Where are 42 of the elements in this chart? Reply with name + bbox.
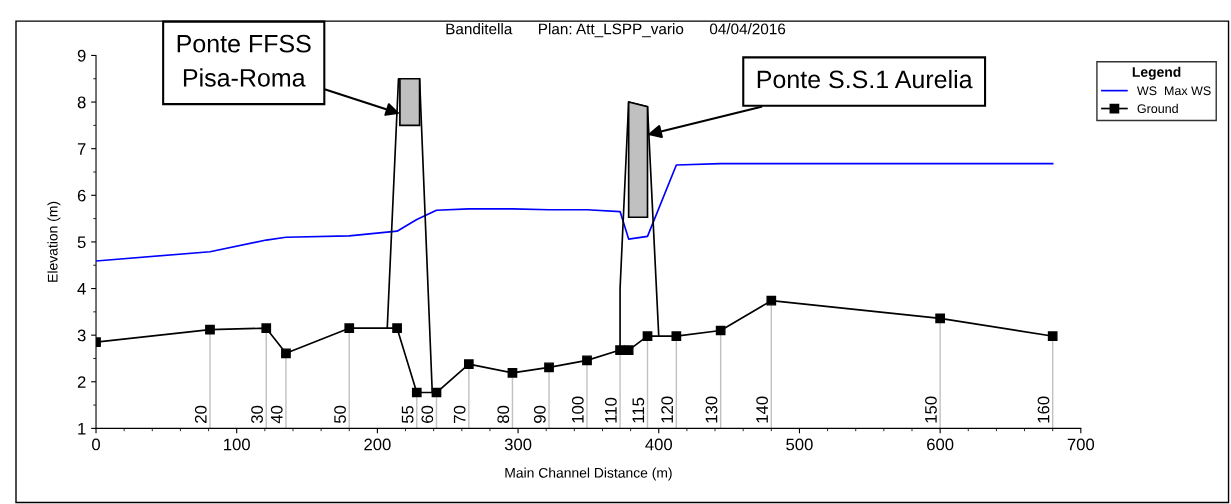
y-tick-label: 8 bbox=[77, 96, 86, 109]
annotation: 20 bbox=[194, 405, 207, 423]
annotation: 140 bbox=[756, 396, 769, 423]
legend-label: WS Max WS bbox=[1136, 86, 1211, 96]
annotation: 120 bbox=[661, 396, 674, 423]
annotation: 110 bbox=[604, 397, 617, 423]
y-tick-label: 1 bbox=[78, 422, 86, 435]
legend-title: Legend bbox=[1132, 66, 1181, 80]
x-tick-label: 200 bbox=[364, 438, 391, 451]
x-tick-label: 500 bbox=[786, 438, 813, 451]
chart-title: Banditella Plan: Att_LSPP_vario 04/04/2016 bbox=[446, 23, 786, 38]
y-tick-label: 7 bbox=[77, 143, 86, 155]
y-tick-label: 9 bbox=[77, 49, 86, 62]
y-tick-label: 6 bbox=[77, 189, 86, 202]
x-tick-label: 700 bbox=[1067, 438, 1095, 451]
annotation: 60 bbox=[421, 405, 434, 423]
annotation: 80 bbox=[497, 405, 510, 424]
annotation: 30 bbox=[251, 405, 263, 424]
x-tick-label: 400 bbox=[645, 438, 673, 451]
y-axis-title: Elevation (m) bbox=[47, 201, 61, 282]
annotation: 55 bbox=[401, 405, 414, 424]
annotation: 130 bbox=[705, 396, 718, 423]
x-tick-label: 100 bbox=[224, 438, 250, 451]
annotation: Ponte FFSS Pisa-Roma bbox=[177, 34, 311, 87]
x-tick-label: 0 bbox=[92, 438, 100, 451]
y-tick-label: 5 bbox=[77, 236, 86, 249]
annotation: 115 bbox=[632, 397, 645, 423]
annotation: 90 bbox=[533, 405, 546, 423]
x-tick-label: 600 bbox=[927, 438, 954, 451]
annotation: 150 bbox=[925, 396, 937, 423]
annotation: 160 bbox=[1037, 396, 1050, 423]
annotation: Ponte S.S.1 Aurelia bbox=[757, 69, 973, 89]
annotation: 70 bbox=[453, 405, 466, 423]
y-tick-label: 2 bbox=[77, 376, 86, 388]
x-axis-title: Main Channel Distance (m) bbox=[505, 467, 672, 481]
y-tick-label: 3 bbox=[77, 329, 86, 342]
annotation: 40 bbox=[270, 405, 283, 424]
x-tick-label: 300 bbox=[504, 438, 532, 451]
y-tick-label: 4 bbox=[77, 283, 86, 295]
legend-label: Ground bbox=[1137, 103, 1178, 114]
annotation: 100 bbox=[571, 396, 584, 423]
annotation: 50 bbox=[334, 405, 346, 424]
